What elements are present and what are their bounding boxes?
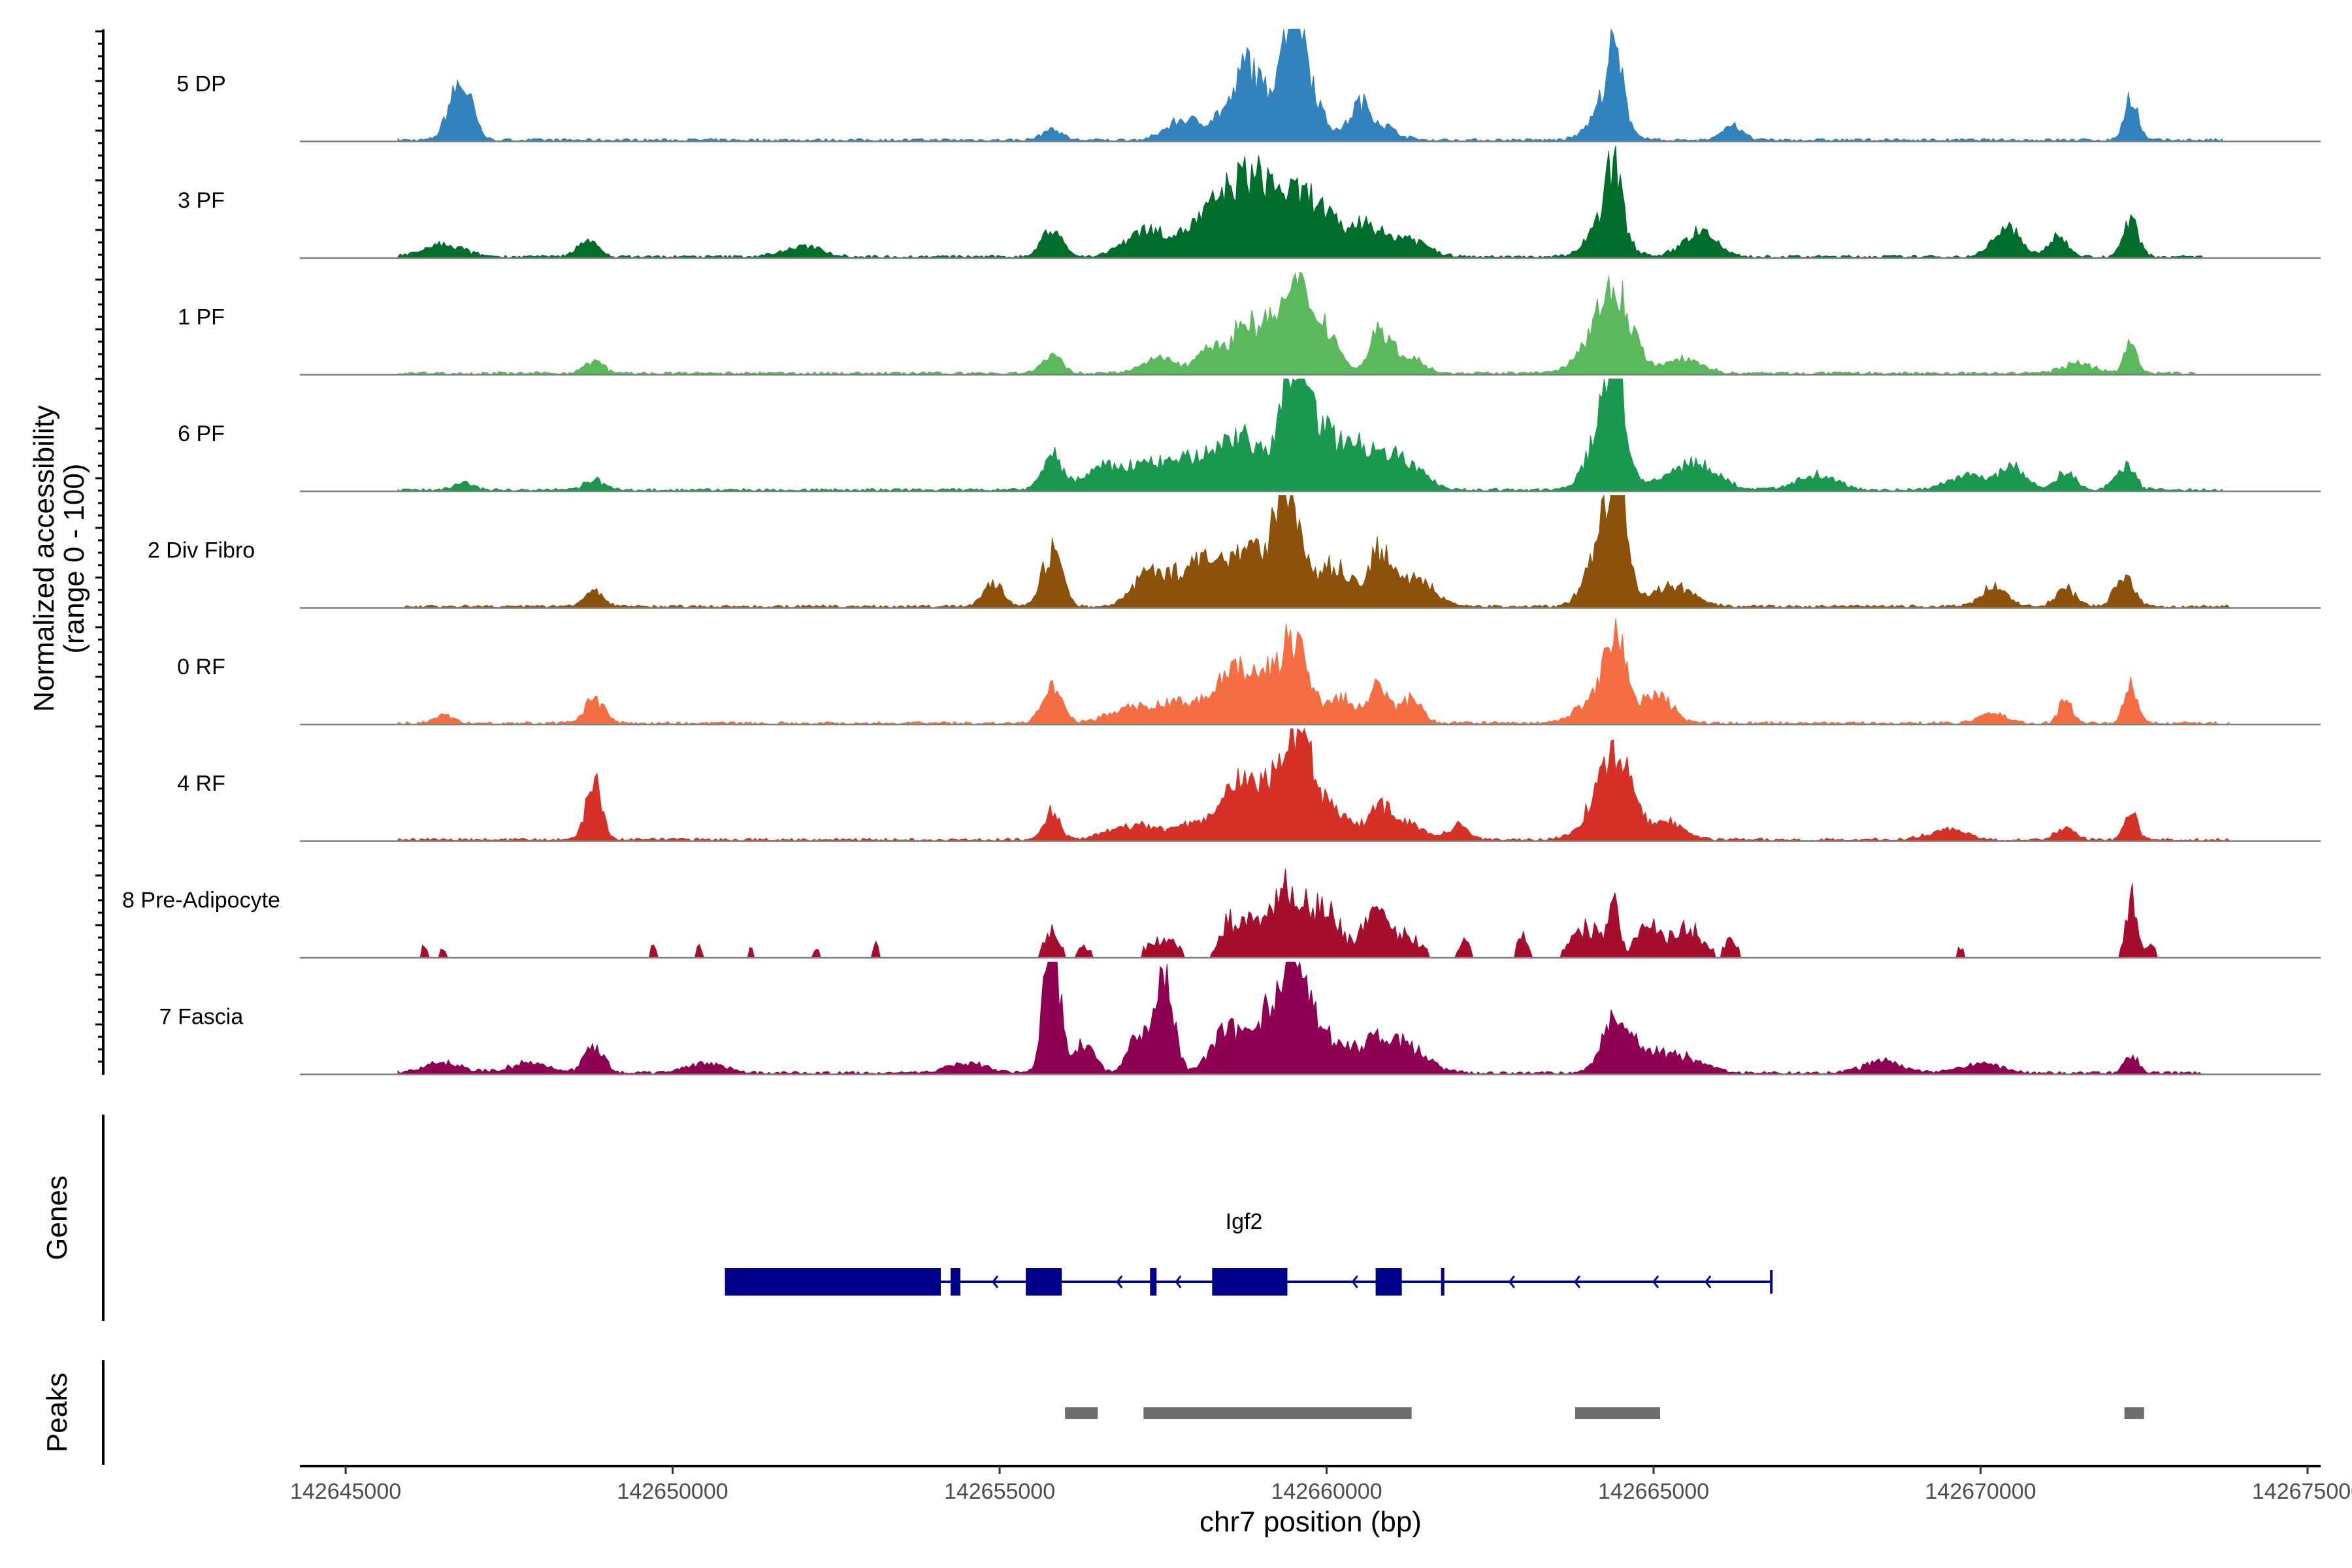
peak-region: [1065, 1407, 1098, 1419]
x-axis-title: chr7 position (bp): [1200, 1506, 1422, 1538]
x-tick-label: 142675000: [2252, 1479, 2352, 1504]
gene-model: [725, 1268, 1773, 1296]
gene-exon: [1212, 1268, 1288, 1296]
strand-arrow: [1390, 1275, 1397, 1288]
coverage-area: [397, 618, 2230, 725]
track-label: 7 Fascia: [159, 1005, 244, 1030]
gene-exon: [1150, 1268, 1157, 1296]
track-2-div-fibro: 2 Div Fibro: [148, 494, 2321, 609]
coverage-area: [397, 728, 2230, 842]
gene-exon: [1441, 1268, 1445, 1296]
strand-arrow: [1573, 1275, 1581, 1288]
track-7-fascia: 7 Fascia: [159, 962, 2321, 1075]
x-tick-label: 142670000: [1925, 1479, 2036, 1504]
strand-arrow: [1175, 1275, 1182, 1288]
track-label: 2 Div Fibro: [148, 538, 255, 563]
peak-region: [1575, 1407, 1661, 1419]
y-axis-title-line1: Normalized accessibility: [28, 405, 60, 711]
track-label: 8 Pre-Adipocyte: [122, 888, 280, 913]
track-3-pf: 3 PF: [178, 145, 2321, 259]
coverage-area: [397, 145, 2204, 259]
strand-arrow: [1116, 1275, 1123, 1288]
x-axis: 142645000 142650000 142655000 142660000 1426…: [290, 1466, 2352, 1504]
coverage-area: [397, 271, 2198, 376]
track-label: 0 RF: [177, 655, 225, 679]
peak-region: [1143, 1407, 1412, 1419]
track-0-rf: 0 RF: [177, 618, 2321, 726]
track-8-pre-adipocyte: 8 Pre-Adipocyte: [122, 868, 2321, 959]
track-4-rf: 4 RF: [177, 728, 2321, 842]
track-label: 3 PF: [178, 188, 225, 213]
accessibility-y-axis: [95, 29, 105, 1075]
track-5-dp: 5 DP: [176, 29, 2321, 142]
coverage-tracks: 5 DP 3 PF 1 PF 6 PF 2 Div Fibro 0 RF 4 RF 8 Pre…: [122, 29, 2321, 1075]
strand-arrow: [992, 1275, 999, 1288]
coverage-area: [404, 494, 2230, 609]
track-1-pf: 1 PF: [178, 271, 2321, 376]
peak-regions: [1065, 1407, 2144, 1419]
gene-exon: [950, 1268, 960, 1296]
peaks-track-label: Peaks: [41, 1373, 73, 1452]
x-tick-label: 142645000: [290, 1479, 401, 1504]
gene-name-label: Igf2: [1226, 1209, 1263, 1234]
coverage-area: [397, 378, 2223, 492]
genes-track-label: Genes: [41, 1175, 73, 1260]
track-label: 4 RF: [177, 772, 225, 796]
strand-arrow: [1652, 1275, 1659, 1288]
track-label: 6 PF: [178, 421, 225, 446]
x-tick-label: 142665000: [1598, 1479, 1709, 1504]
x-tick-label: 142650000: [617, 1479, 728, 1504]
track-6-pf: 6 PF: [178, 378, 2321, 493]
track-label: 5 DP: [176, 72, 226, 97]
coverage-area: [411, 868, 2170, 958]
gene-exon: [1026, 1268, 1062, 1296]
strand-arrow: [1705, 1275, 1712, 1288]
track-label: 1 PF: [178, 305, 225, 330]
gene-exon: [1375, 1268, 1402, 1296]
x-tick-label: 142660000: [1271, 1479, 1382, 1504]
strand-arrow: [1351, 1275, 1358, 1288]
gene-exon: [725, 1268, 941, 1296]
x-tick-label: 142655000: [944, 1479, 1055, 1504]
y-axis-title-line2: (range 0 - 100): [58, 463, 90, 653]
peak-region: [2124, 1407, 2144, 1419]
coverage-area: [397, 962, 2203, 1075]
coverage-area: [397, 29, 2223, 142]
strand-arrow: [1508, 1275, 1515, 1288]
